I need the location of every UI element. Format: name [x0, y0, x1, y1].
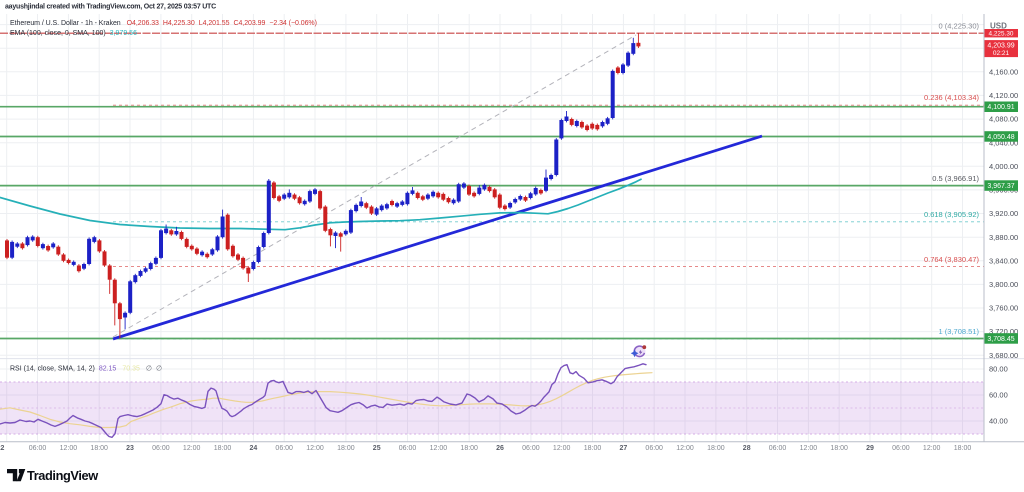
svg-text:40.00: 40.00: [989, 417, 1008, 426]
svg-text:0.5 (3,966.91): 0.5 (3,966.91): [932, 174, 979, 183]
svg-text:80.00: 80.00: [989, 365, 1008, 374]
svg-text:18:00: 18:00: [707, 445, 725, 452]
svg-text:12:00: 12:00: [553, 445, 571, 452]
svg-text:0 (4,225.30): 0 (4,225.30): [939, 22, 980, 31]
svg-text:3,840.00: 3,840.00: [989, 256, 1018, 265]
svg-text:06:00: 06:00: [522, 445, 540, 452]
svg-text:3,880.00: 3,880.00: [989, 233, 1018, 242]
svg-text:4,100.91: 4,100.91: [987, 104, 1014, 111]
svg-text:12:00: 12:00: [183, 445, 201, 452]
svg-text:18:00: 18:00: [954, 445, 972, 452]
svg-text:60.00: 60.00: [989, 391, 1008, 400]
svg-text:USD: USD: [990, 22, 1007, 31]
svg-text:18:00: 18:00: [337, 445, 355, 452]
svg-text:aayushjindal created with Trad: aayushjindal created with TradingView.co…: [5, 4, 216, 11]
svg-text:4,040.00: 4,040.00: [989, 138, 1018, 147]
svg-text:3,760.00: 3,760.00: [989, 304, 1018, 313]
svg-text:3,720.00: 3,720.00: [989, 327, 1018, 336]
svg-text:4,160.00: 4,160.00: [989, 67, 1018, 76]
svg-text:TradingView: TradingView: [27, 468, 98, 483]
svg-text:06:00: 06:00: [645, 445, 663, 452]
svg-text:28: 28: [743, 445, 751, 452]
svg-text:4,050.48: 4,050.48: [987, 134, 1014, 141]
svg-text:0.236 (4,103.34): 0.236 (4,103.34): [924, 93, 980, 102]
svg-text:3,680.00: 3,680.00: [989, 351, 1018, 360]
svg-text:18:00: 18:00: [214, 445, 232, 452]
svg-text:12:00: 12:00: [676, 445, 694, 452]
svg-text:0.764 (3,830.47): 0.764 (3,830.47): [924, 255, 980, 264]
svg-text:06:00: 06:00: [399, 445, 417, 452]
svg-text:12:00: 12:00: [430, 445, 448, 452]
svg-text:06:00: 06:00: [152, 445, 170, 452]
svg-text:4,225.30: 4,225.30: [989, 31, 1014, 38]
svg-text:12:00: 12:00: [923, 445, 941, 452]
svg-text:18:00: 18:00: [830, 445, 848, 452]
svg-text:1 (3,708.51): 1 (3,708.51): [939, 327, 980, 336]
svg-text:3,800.00: 3,800.00: [989, 280, 1018, 289]
svg-text:22: 22: [0, 445, 4, 452]
svg-text:18:00: 18:00: [90, 445, 108, 452]
svg-text:12:00: 12:00: [60, 445, 78, 452]
svg-text:18:00: 18:00: [460, 445, 478, 452]
svg-text:3,708.45: 3,708.45: [987, 336, 1014, 343]
svg-text:06:00: 06:00: [769, 445, 787, 452]
svg-text:0.618 (3,905.92): 0.618 (3,905.92): [924, 210, 980, 219]
svg-text:06:00: 06:00: [892, 445, 910, 452]
svg-text:23: 23: [126, 445, 134, 452]
svg-text:12:00: 12:00: [306, 445, 324, 452]
svg-text:06:00: 06:00: [29, 445, 47, 452]
svg-text:4,120.00: 4,120.00: [989, 91, 1018, 100]
svg-text:EMA (100, close, 0, SMA, 100)3: EMA (100, close, 0, SMA, 100) 3,979.56: [10, 30, 137, 37]
svg-text:4,080.00: 4,080.00: [989, 115, 1018, 124]
svg-text:RSI (14, close, SMA, 14, 2)82.: RSI (14, close, SMA, 14, 2) 82.15 70.35 ∅ ∅: [10, 366, 162, 373]
svg-text:18:00: 18:00: [584, 445, 602, 452]
svg-text:26: 26: [496, 445, 504, 452]
svg-text:4,203.99: 4,203.99: [987, 42, 1014, 49]
svg-text:4,000.00: 4,000.00: [989, 162, 1018, 171]
svg-text:02:21: 02:21: [993, 50, 1010, 57]
svg-text:Ethereum / U.S. Dollar - 1h -: Ethereum / U.S. Dollar - 1h - Kraken O4,2…: [10, 20, 317, 27]
svg-text:06:00: 06:00: [275, 445, 293, 452]
svg-text:3,920.00: 3,920.00: [989, 209, 1018, 218]
svg-text:12:00: 12:00: [800, 445, 818, 452]
svg-text:3,967.37: 3,967.37: [987, 183, 1014, 190]
svg-text:24: 24: [250, 445, 258, 452]
svg-text:29: 29: [866, 445, 874, 452]
svg-text:25: 25: [373, 445, 381, 452]
svg-text:27: 27: [620, 445, 628, 452]
